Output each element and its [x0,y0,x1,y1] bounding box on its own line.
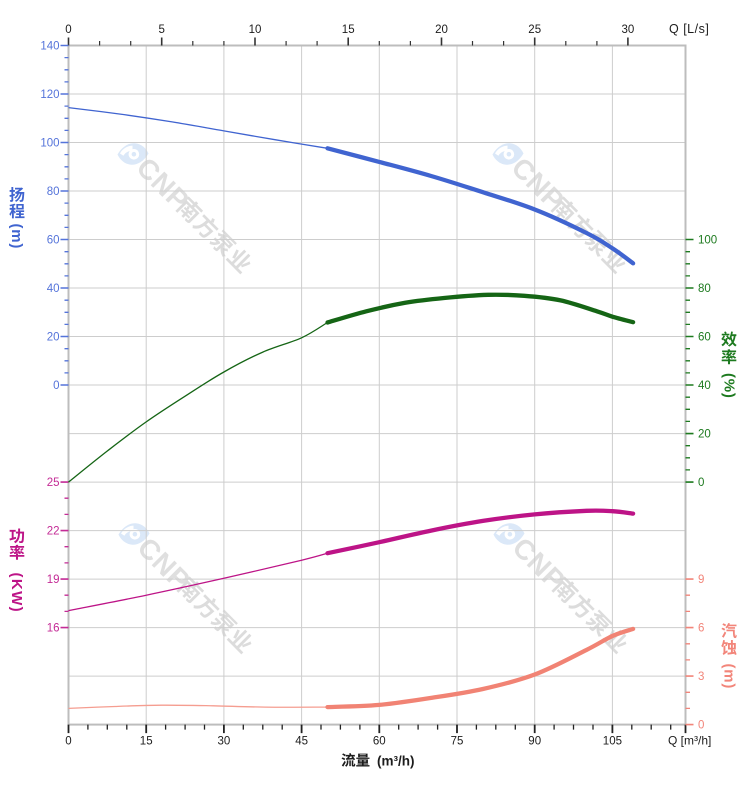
svg-text:140: 140 [40,41,59,53]
svg-text:16: 16 [47,623,60,635]
svg-text:(KW): (KW) [8,573,25,614]
svg-text:Q [L/s]: Q [L/s] [669,22,709,36]
svg-text:20: 20 [47,332,60,344]
svg-text:10: 10 [249,24,262,36]
svg-text:30: 30 [218,736,231,748]
svg-text:120: 120 [40,89,59,101]
svg-text:3: 3 [698,671,704,683]
svg-text:0: 0 [698,720,704,732]
svg-text:25: 25 [528,24,541,36]
svg-text:25: 25 [47,477,60,489]
svg-text:75: 75 [451,736,464,748]
svg-text:22: 22 [47,526,60,538]
svg-text:15: 15 [140,736,153,748]
svg-text:40: 40 [47,283,60,295]
svg-text:(%): (%) [721,373,738,399]
svg-text:60: 60 [373,736,386,748]
svg-text:5: 5 [158,24,164,36]
svg-text:20: 20 [435,24,448,36]
svg-text:0: 0 [65,24,71,36]
svg-text:100: 100 [698,235,717,247]
svg-text:60: 60 [698,332,711,344]
svg-text:Q [m³/h]: Q [m³/h] [668,734,711,748]
svg-text:45: 45 [295,736,308,748]
svg-text:15: 15 [342,24,355,36]
svg-text:9: 9 [698,574,704,586]
svg-text:60: 60 [47,235,60,247]
svg-text:80: 80 [698,283,711,295]
svg-text:0: 0 [65,736,71,748]
svg-text:(m): (m) [721,664,738,690]
svg-text:105: 105 [603,736,622,748]
svg-text:6: 6 [698,623,704,635]
svg-text:(m³/h): (m³/h) [377,754,415,769]
svg-text:(m): (m) [8,224,25,250]
svg-text:19: 19 [47,574,60,586]
svg-text:40: 40 [698,380,711,392]
svg-text:20: 20 [698,429,711,441]
svg-text:90: 90 [528,736,541,748]
svg-text:30: 30 [622,24,635,36]
svg-text:80: 80 [47,186,60,198]
svg-text:0: 0 [698,477,704,489]
svg-text:100: 100 [40,138,59,150]
svg-text:0: 0 [53,380,59,392]
